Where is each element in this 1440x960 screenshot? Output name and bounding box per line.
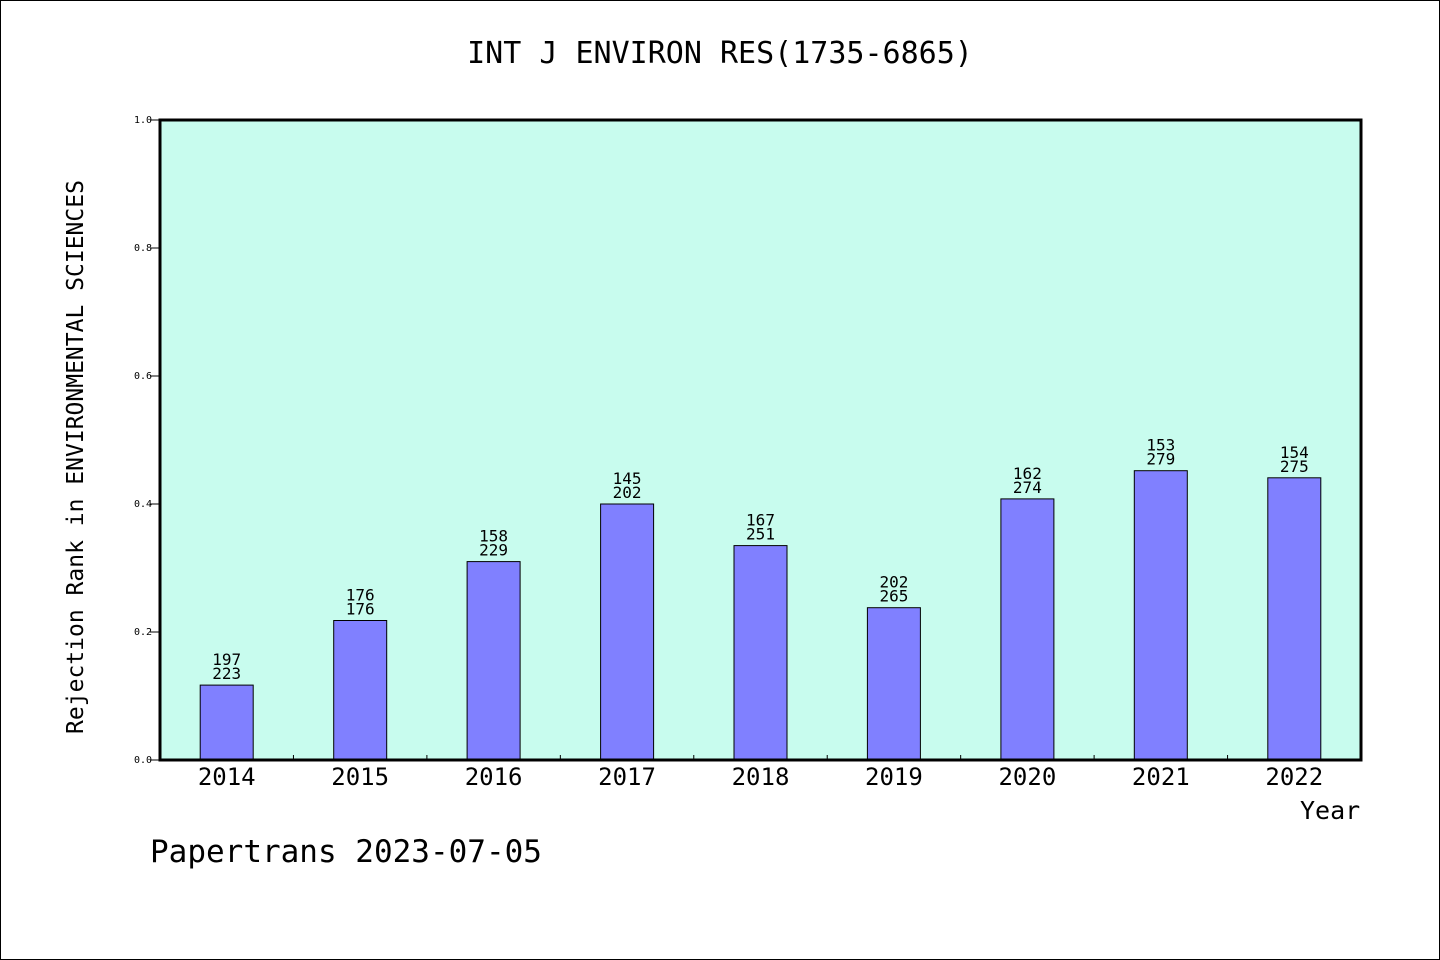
x-tick-label-2019: 2019 [865,763,923,791]
bar-label-top-2022: 154 [1280,443,1309,462]
x-tick-label-2022: 2022 [1265,763,1323,791]
bar-label-bottom-2022: 275 [1280,457,1309,476]
bar-label-bottom-2017: 202 [613,483,642,502]
y-tick-label: 1.0 [134,115,152,126]
bar-2016 [466,561,521,761]
bar-2020 [1000,498,1055,761]
bar-label-bottom-2015: 176 [346,600,375,619]
bar-label-top-2020: 162 [1013,464,1042,483]
bar-label-top-2015: 176 [346,586,375,605]
bar-label-top-2021: 153 [1146,436,1175,455]
bar-label-top-2019: 202 [879,573,908,592]
bar-label-top-2016: 158 [479,527,508,546]
bar-label-top-2014: 197 [212,650,241,669]
bar-label-bottom-2016: 229 [479,541,508,560]
plot-border [158,118,1363,762]
x-tick-label-2015: 2015 [331,763,389,791]
bar-2017 [600,503,655,761]
y-axis-label: Rejection Rank in ENVIRONMENTAL SCIENCES [63,180,89,734]
y-tick-label: 0.0 [134,755,152,766]
chart-title: INT J ENVIRON RES(1735-6865) [467,36,973,71]
x-tick-label-2016: 2016 [465,763,523,791]
bar-2014 [199,684,254,761]
bar-label-bottom-2021: 279 [1146,450,1175,469]
y-tick-label: 0.4 [134,499,152,510]
x-tick-label-2021: 2021 [1132,763,1190,791]
footer-credit: Papertrans 2023-07-05 [150,834,542,870]
bar-label-top-2018: 167 [746,511,775,530]
x-tick-label-2014: 2014 [198,763,256,791]
x-tick-label-2020: 2020 [998,763,1056,791]
bar-label-bottom-2020: 274 [1013,478,1042,497]
bar-2015 [333,620,388,761]
bar-label-top-2017: 145 [613,469,642,488]
bar-2019 [866,607,921,761]
y-tick-label: 0.8 [134,243,152,254]
y-tick-label: 0.6 [134,371,152,382]
y-tick-label: 0.2 [134,627,152,638]
x-axis-label: Year [1300,796,1361,825]
x-tick-label-2018: 2018 [732,763,790,791]
bar-label-bottom-2018: 251 [746,525,775,544]
bar-label-bottom-2014: 223 [212,664,241,683]
bar-2021 [1133,470,1188,761]
x-tick-label-2017: 2017 [598,763,656,791]
bar-2022 [1267,477,1322,761]
bar-label-bottom-2019: 265 [879,587,908,606]
bar-2018 [733,545,788,761]
